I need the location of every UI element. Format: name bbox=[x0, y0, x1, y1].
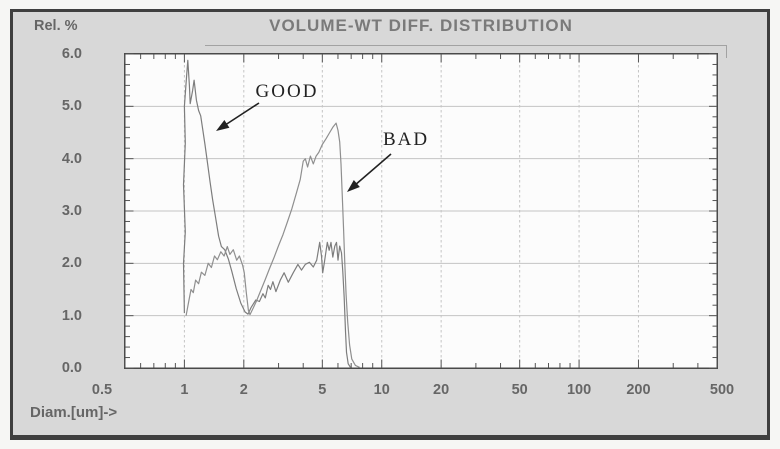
plot-area bbox=[124, 53, 718, 369]
annotation-label-bad: BAD bbox=[382, 129, 430, 150]
x-tick-label: 500 bbox=[709, 382, 735, 398]
x-axis-unit-label: Diam.[um]-> bbox=[30, 404, 118, 421]
y-tick-label: 0.0 bbox=[61, 360, 82, 376]
x-tick-label: 50 bbox=[511, 382, 528, 398]
annotation-label-good: GOOD bbox=[255, 81, 319, 102]
y-tick-label: 6.0 bbox=[61, 46, 82, 62]
plot-border bbox=[124, 53, 718, 369]
y-tick-label: 5.0 bbox=[61, 98, 82, 115]
x-tick-label: 0.5 bbox=[91, 382, 113, 398]
series-good-line bbox=[182, 59, 352, 368]
chart-title: VOLUME-WT DIFF. DISTRIBUTION bbox=[269, 16, 573, 35]
annotation-arrowhead bbox=[216, 120, 230, 131]
title-underline-hook bbox=[726, 45, 727, 58]
y-tick-label: 2.0 bbox=[61, 255, 82, 272]
annotation-arrow-line bbox=[352, 153, 392, 188]
y-axis-unit-label: Rel. % bbox=[34, 18, 78, 34]
y-tick-label: 1.0 bbox=[61, 307, 82, 324]
annotation-arrow-line bbox=[222, 102, 260, 128]
y-tick-label: 4.0 bbox=[61, 150, 82, 167]
y-tick-label: 3.0 bbox=[61, 203, 82, 219]
x-tick-label: 20 bbox=[433, 382, 450, 398]
title-underline bbox=[205, 45, 726, 46]
x-tick-label: 1 bbox=[180, 382, 189, 398]
x-tick-label: 5 bbox=[318, 382, 327, 398]
x-tick-label: 2 bbox=[239, 382, 248, 398]
series-bad-line bbox=[185, 122, 361, 369]
x-tick-label: 200 bbox=[626, 382, 651, 398]
annotation-arrowhead bbox=[347, 180, 360, 192]
x-tick-label: 100 bbox=[566, 382, 592, 398]
x-tick-label: 10 bbox=[373, 382, 390, 398]
